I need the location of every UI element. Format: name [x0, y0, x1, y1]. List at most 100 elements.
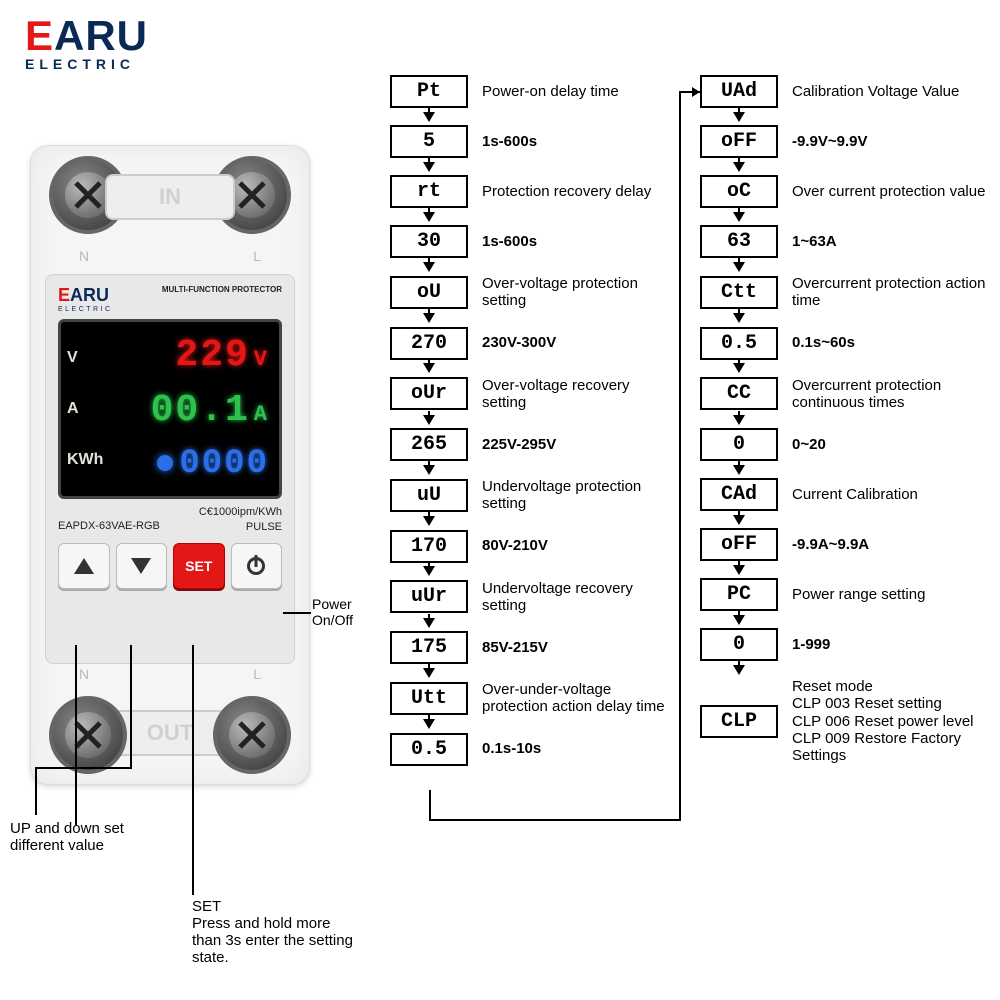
flow-arrow-down-icon	[700, 108, 778, 125]
flow-node: CLPReset mode CLP 003 Reset setting CLP …	[700, 678, 987, 764]
flow-arrow-down-icon	[700, 360, 778, 377]
lcd-box: Utt	[390, 682, 468, 715]
flow-desc: -9.9A~9.9A	[792, 536, 869, 553]
lcd-box: uUr	[390, 580, 468, 613]
flow-desc: Power-on delay time	[482, 83, 619, 100]
flow-desc: Undervoltage protection setting	[482, 478, 677, 513]
flow-node: 0 0~20	[700, 428, 826, 461]
flow-desc: Overcurrent protection action time	[792, 275, 987, 310]
flow-desc: Over-voltage protection setting	[482, 275, 677, 310]
flow-arrow-down-icon	[700, 258, 778, 275]
lcd-box: 5	[390, 125, 468, 158]
lcd-box: 175	[390, 631, 468, 664]
flow-desc: Over-voltage recovery setting	[482, 377, 677, 412]
flow-desc: Undervoltage recovery setting	[482, 580, 677, 615]
logo-sub: ELECTRIC	[25, 56, 148, 72]
flow-node: 270230V-300V	[390, 327, 556, 360]
flow-node: 30 1s-600s	[390, 225, 537, 258]
flow-arrow-down-icon	[700, 461, 778, 478]
flow-node: oFF -9.9A~9.9A	[700, 528, 869, 561]
flow-node: 0.5 0.1s-10s	[390, 733, 541, 766]
flow-node: 265 225V-295V	[390, 428, 556, 461]
flow-node: UAd Calibration Voltage Value	[700, 75, 959, 108]
flow-arrow-down-icon	[390, 461, 468, 478]
flow-desc: 1~63A	[792, 233, 837, 250]
pulse-label: PULSE	[246, 520, 282, 535]
flow-node: 0.50.1s~60s	[700, 327, 855, 360]
lcd-box: 0.5	[390, 733, 468, 766]
ce-line: C€1000ipm/KWh	[58, 505, 282, 520]
flow-node: PC Power range setting	[700, 578, 925, 611]
in-label: IN	[105, 174, 235, 220]
lcd-box: Pt	[390, 75, 468, 108]
flow-node: Pt Power-on delay time	[390, 75, 619, 108]
flow-arrow-down-icon	[700, 208, 778, 225]
lcd-box: oC	[700, 175, 778, 208]
flow-desc: Overcurrent protection continuous times	[792, 377, 987, 412]
flow-arrow-down-icon	[390, 360, 468, 377]
device-panel: EARU ELECTRIC MULTI-FUNCTION PROTECTOR V…	[45, 274, 295, 664]
n-top: N	[79, 248, 89, 264]
flow-arrow-down-icon	[700, 511, 778, 528]
lcd-screen: V A KWh 229V 00.1A 0000	[58, 319, 282, 499]
logo-e: E	[25, 12, 54, 59]
flow-arrow-down-icon	[390, 513, 468, 530]
flow-node: 17585V-215V	[390, 631, 548, 664]
device-body: IN N L EARU ELECTRIC MULTI-FUNCTION PROT…	[30, 145, 310, 785]
flow-node: 631~63A	[700, 225, 837, 258]
flow-arrow-down-icon	[700, 310, 778, 327]
anno-updown: UP and down set different value	[10, 820, 124, 854]
flow-arrow-down-icon	[390, 716, 468, 733]
pulse-dot-icon	[157, 455, 173, 471]
flowchart-col-1: Pt Power-on delay time 5 1s-600s rt Protectio…	[390, 75, 677, 766]
flow-node: CAdCurrent Calibration	[700, 478, 918, 511]
flow-desc: Power range setting	[792, 586, 925, 603]
down-button[interactable]	[116, 543, 168, 589]
lcd-box: Ctt	[700, 276, 778, 309]
flow-desc: Protection recovery delay	[482, 183, 651, 200]
up-button[interactable]	[58, 543, 110, 589]
flow-desc: 1s-600s	[482, 233, 537, 250]
flow-desc: Calibration Voltage Value	[792, 83, 959, 100]
n-bottom: N	[79, 666, 89, 682]
lcd-box: CLP	[700, 705, 778, 738]
lcd-box: 0	[700, 428, 778, 461]
flow-node: oUOver-voltage protection setting	[390, 275, 677, 310]
model-label: EAPDX-63VAE-RGB	[58, 520, 160, 535]
flow-node: Ctt Overcurrent protection action time	[700, 275, 987, 310]
flow-arrow-down-icon	[390, 258, 468, 275]
lcd-box: 265	[390, 428, 468, 461]
set-button[interactable]: SET	[173, 543, 225, 589]
flowchart-col-2: UAdCalibration Voltage ValueoFF-9.9V~9.9…	[700, 75, 987, 764]
flow-arrow-down-icon	[700, 611, 778, 628]
flow-node: Utt Over-under-voltage protection action …	[390, 681, 677, 716]
flow-desc: 0~20	[792, 436, 826, 453]
flow-arrow-down-icon	[390, 411, 468, 428]
flow-desc: 225V-295V	[482, 436, 556, 453]
flow-desc: Current Calibration	[792, 486, 918, 503]
mfp-label: MULTI-FUNCTION PROTECTOR	[162, 285, 282, 294]
brand-logo: EARU ELECTRIC	[25, 12, 148, 72]
lcd-box: 170	[390, 530, 468, 563]
power-button[interactable]	[231, 543, 283, 589]
lcd-box: CC	[700, 377, 778, 410]
lcd-box: rt	[390, 175, 468, 208]
flow-desc: 0.1s-10s	[482, 740, 541, 757]
flow-node: oUrOver-voltage recovery setting	[390, 377, 677, 412]
flow-desc: Over-under-voltage protection action del…	[482, 681, 677, 716]
lcd-box: PC	[700, 578, 778, 611]
flow-arrow-down-icon	[390, 563, 468, 580]
energy-readout: 0000	[95, 447, 269, 481]
flow-desc: 1s-600s	[482, 133, 537, 150]
flow-desc: -9.9V~9.9V	[792, 133, 867, 150]
flow-arrow-down-icon	[390, 310, 468, 327]
lcd-box: oFF	[700, 528, 778, 561]
anno-power: Power On/Off	[312, 596, 353, 628]
lcd-box: 30	[390, 225, 468, 258]
flow-node: oFF-9.9V~9.9V	[700, 125, 867, 158]
flow-arrow-down-icon	[700, 158, 778, 175]
flow-node: uUUndervoltage protection setting	[390, 478, 677, 513]
triangle-up-icon	[74, 558, 94, 574]
lcd-box: UAd	[700, 75, 778, 108]
anno-set: SET Press and hold more than 3s enter th…	[192, 898, 353, 966]
